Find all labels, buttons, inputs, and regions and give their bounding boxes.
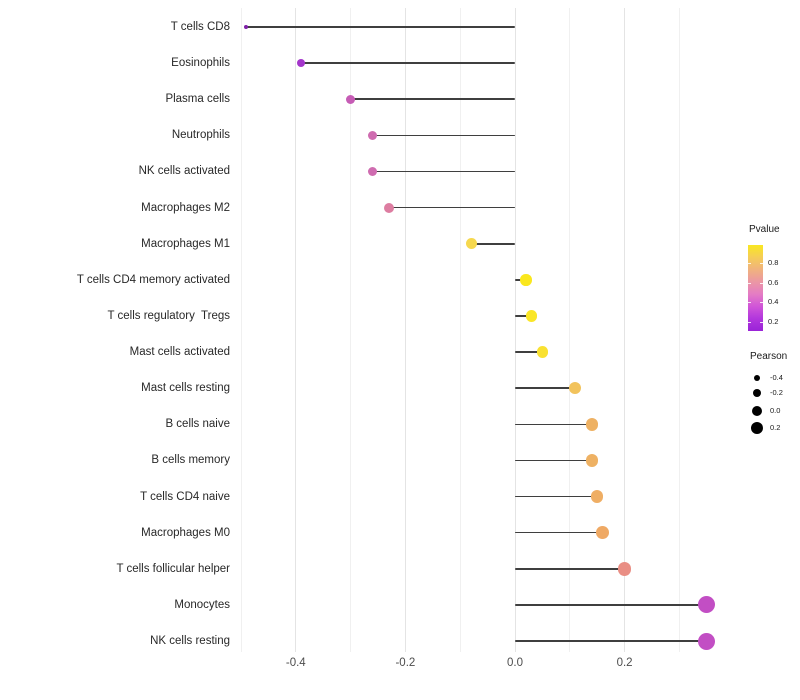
- lollipop-dot: [367, 166, 378, 177]
- lollipop-dot: [585, 454, 598, 467]
- colorbar-tickmark: [748, 282, 751, 284]
- y-axis-label: Monocytes: [174, 598, 230, 611]
- pearson-size-dot: [752, 388, 762, 398]
- gridline: [404, 8, 406, 652]
- lollipop-dot: [383, 202, 394, 213]
- lollipop-dot: [698, 596, 716, 614]
- lollipop-stick: [515, 495, 598, 498]
- lollipop-stick: [372, 134, 515, 137]
- gridline: [295, 8, 297, 652]
- lollipop-dot: [569, 382, 582, 395]
- colorbar-tickmark: [748, 321, 751, 323]
- lollipop-dot: [367, 130, 378, 141]
- pvalue-colorbar: [748, 245, 763, 331]
- pearson-size-label: 0.2: [770, 423, 781, 432]
- y-axis-label: Eosinophils: [171, 57, 230, 70]
- lollipop-stick: [246, 26, 515, 28]
- pearson-size-label: 0.0: [770, 406, 781, 415]
- lollipop-stick: [388, 206, 515, 209]
- lollipop-stick: [515, 423, 592, 426]
- y-axis-label: Macrophages M1: [141, 237, 230, 250]
- lollipop-dot: [585, 418, 598, 431]
- y-axis-label: NK cells resting: [150, 635, 230, 648]
- lollipop-stick: [301, 62, 515, 64]
- pearson-size-label: -0.2: [770, 388, 783, 397]
- pearson-size-dot: [751, 405, 763, 417]
- gridline: [624, 8, 626, 652]
- lollipop-dot: [244, 25, 249, 29]
- lollipop-dot: [590, 490, 604, 503]
- y-axis-label: Plasma cells: [165, 93, 230, 106]
- lollipop-dot: [596, 526, 610, 540]
- lollipop-stick: [515, 387, 576, 389]
- lollipop-dot: [465, 238, 477, 250]
- lollipop-dot: [297, 59, 306, 68]
- pvalue-tick-label: 0.8: [768, 258, 779, 268]
- gridline: [514, 8, 516, 652]
- pearson-legend-title: Pearson: [750, 351, 788, 362]
- colorbar-tickmark: [760, 282, 763, 284]
- colorbar-tickmark: [760, 321, 763, 323]
- x-tick-label: -0.4: [285, 657, 306, 669]
- y-axis-label: Macrophages M2: [141, 201, 230, 214]
- gridline: [240, 8, 242, 652]
- pvalue-tick-label: 0.2: [768, 316, 779, 326]
- lollipop-stick: [515, 568, 625, 570]
- x-tick-label: 0.0: [507, 657, 523, 669]
- pvalue-legend-title: Pvalue: [749, 224, 780, 235]
- gridline: [350, 8, 352, 652]
- y-axis-label: Mast cells activated: [129, 346, 230, 359]
- lollipop-stick: [471, 242, 515, 245]
- gridline: [459, 8, 461, 652]
- y-axis-label: NK cells activated: [138, 165, 230, 178]
- lollipop-stick: [372, 170, 515, 173]
- pearson-size-dot: [753, 374, 761, 382]
- y-axis-label: B cells naive: [165, 418, 230, 431]
- x-tick-label: -0.2: [395, 657, 416, 669]
- lollipop-stick: [515, 459, 592, 462]
- lollipop-stick: [515, 531, 603, 534]
- y-axis-label: T cells CD4 naive: [140, 490, 230, 503]
- y-axis-label: B cells memory: [151, 454, 230, 467]
- lollipop-stick: [350, 98, 515, 101]
- y-axis-label: Macrophages M0: [141, 526, 230, 539]
- colorbar-tickmark: [760, 301, 763, 303]
- colorbar-tickmark: [748, 263, 751, 265]
- y-axis-label: Neutrophils: [171, 129, 230, 142]
- pearson-size-dot: [750, 421, 764, 435]
- lollipop-dot: [617, 562, 632, 576]
- pvalue-tick-label: 0.6: [768, 277, 779, 287]
- pearson-size-label: -0.4: [770, 373, 783, 382]
- lollipop-dot: [520, 274, 532, 286]
- colorbar-tickmark: [748, 301, 751, 303]
- lollipop-dot: [525, 310, 538, 322]
- colorbar-tickmark: [760, 263, 763, 265]
- lollipop-stick: [515, 351, 543, 353]
- gridline: [678, 8, 680, 652]
- lollipop-dot: [698, 632, 716, 650]
- y-axis-label: T cells follicular helper: [116, 562, 230, 575]
- y-axis-label: Mast cells resting: [141, 382, 230, 395]
- y-axis-label: T cells CD4 memory activated: [76, 273, 230, 286]
- y-axis-label: T cells regulatory Tregs: [107, 309, 230, 322]
- lollipop-dot: [536, 346, 549, 358]
- x-tick-label: 0.2: [616, 657, 633, 669]
- y-axis-label: T cells CD8: [170, 21, 230, 33]
- lollipop-stick: [515, 640, 707, 642]
- lollipop-stick: [515, 315, 532, 317]
- lollipop-stick: [515, 604, 707, 606]
- gridline: [569, 8, 571, 652]
- pvalue-tick-label: 0.4: [768, 296, 779, 306]
- lollipop-dot: [346, 94, 356, 104]
